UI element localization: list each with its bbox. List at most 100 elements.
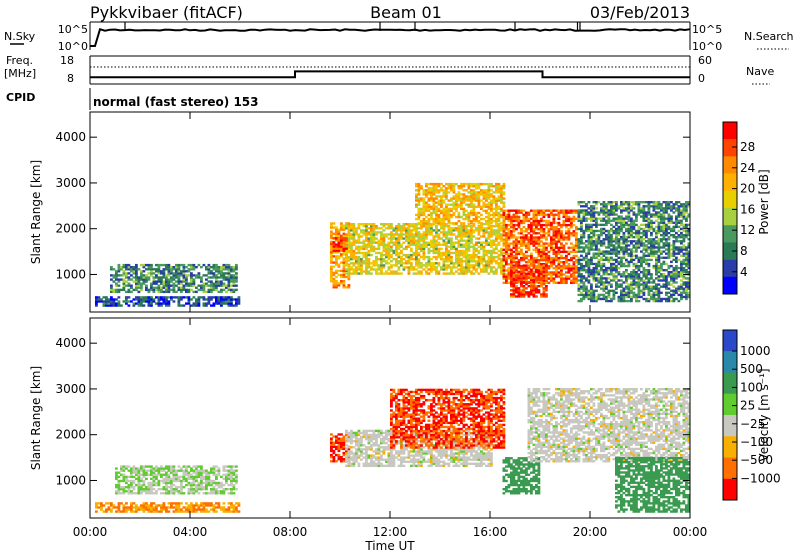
heatmap-cell	[392, 249, 396, 253]
heatmap-cell	[522, 244, 526, 247]
heatmap-cell	[432, 197, 436, 200]
heatmap-cell	[602, 262, 606, 266]
heatmap-cell	[332, 251, 336, 254]
heatmap-cell	[622, 256, 626, 259]
heatmap-cell	[362, 270, 366, 273]
heatmap-cell	[540, 282, 543, 286]
heatmap-cell	[335, 249, 338, 252]
heatmap-cell	[135, 284, 138, 287]
heatmap-cell	[612, 293, 616, 297]
heatmap-cell	[475, 270, 478, 273]
heatmap-cell	[557, 275, 561, 278]
heatmap-cell	[460, 185, 463, 188]
heatmap-cell	[565, 258, 568, 262]
heatmap-cell	[625, 281, 628, 284]
heatmap-cell	[567, 267, 571, 270]
heatmap-cell	[495, 231, 498, 234]
heatmap-cell	[450, 255, 453, 259]
heatmap-cell	[677, 221, 681, 224]
heatmap-cell	[670, 252, 673, 255]
heatmap-cell	[665, 211, 668, 214]
heatmap-cell	[487, 220, 491, 223]
heatmap-cell	[490, 199, 493, 202]
heatmap-cell	[482, 223, 486, 226]
heatmap-cell	[170, 296, 173, 299]
heatmap-cell	[657, 229, 661, 233]
heatmap-cell	[675, 264, 678, 268]
heatmap-cell	[502, 197, 506, 200]
heatmap-cell	[357, 266, 361, 269]
heatmap-cell	[232, 298, 236, 301]
heatmap-cell	[560, 244, 563, 247]
heatmap-cell	[102, 300, 106, 303]
heatmap-cell	[687, 277, 691, 280]
heatmap-cell	[425, 215, 428, 219]
heatmap-cell	[572, 248, 576, 251]
heatmap-cell	[370, 266, 373, 269]
heatmap-cell	[685, 234, 688, 237]
heatmap-cell	[370, 231, 373, 234]
heatmap-cell	[422, 217, 426, 221]
heatmap-cell	[470, 272, 473, 275]
heatmap-cell	[542, 213, 546, 216]
heatmap-cell	[360, 268, 363, 271]
heatmap-cell	[482, 231, 486, 234]
heatmap-cell	[625, 269, 628, 272]
heatmap-cell	[675, 248, 678, 251]
heatmap-cell	[632, 279, 636, 282]
heatmap-cell	[472, 247, 476, 251]
heatmap-cell	[460, 205, 463, 208]
heatmap-cell	[455, 197, 458, 200]
heatmap-cell	[220, 274, 223, 277]
heatmap-cell	[545, 275, 548, 278]
heatmap-cell	[637, 279, 641, 282]
heatmap-cell	[597, 269, 601, 272]
heatmap-cell	[442, 251, 446, 255]
heatmap-cell	[497, 233, 501, 236]
heatmap-cell	[95, 298, 98, 301]
heatmap-cell	[480, 268, 483, 271]
heatmap-cell	[380, 241, 383, 244]
heatmap-cell	[127, 304, 131, 307]
heatmap-cell	[622, 295, 626, 299]
heatmap-cell	[662, 211, 666, 214]
heatmap-cell	[537, 238, 541, 241]
heatmap-cell	[340, 247, 343, 250]
heatmap-cell	[397, 253, 401, 257]
heatmap-cell	[335, 230, 338, 233]
heatmap-cell	[660, 238, 663, 241]
heatmap-cell	[590, 207, 593, 210]
heatmap-cell	[430, 225, 433, 228]
heatmap-cell	[512, 230, 516, 233]
heatmap-cell	[440, 205, 443, 208]
heatmap-cell	[215, 268, 218, 271]
heatmap-cell	[667, 297, 671, 301]
heatmap-cell	[337, 239, 341, 242]
heatmap-cell	[502, 193, 506, 196]
heatmap-cell	[582, 293, 586, 297]
heatmap-cell	[637, 207, 641, 210]
heatmap-cell	[522, 252, 526, 256]
heatmap-cell	[680, 297, 683, 301]
heatmap-cell	[382, 233, 386, 236]
heatmap-cell	[350, 229, 353, 232]
heatmap-cell	[415, 235, 418, 238]
heatmap-cell	[617, 240, 621, 243]
heatmap-cell	[612, 258, 616, 262]
heatmap-cell	[607, 217, 611, 220]
heatmap-cell	[422, 225, 426, 228]
heatmap-cell	[485, 209, 488, 213]
heatmap-cell	[507, 263, 511, 266]
heatmap-cell	[470, 191, 473, 194]
heatmap-cell	[520, 209, 523, 212]
heatmap-cell	[442, 215, 446, 219]
heatmap-cell	[110, 302, 113, 305]
heatmap-cell	[600, 240, 603, 243]
heatmap-cell	[642, 291, 646, 294]
heatmap-cell	[205, 282, 208, 285]
heatmap-cell	[460, 203, 463, 206]
heatmap-cell	[565, 242, 568, 245]
heatmap-cell	[422, 243, 426, 246]
heatmap-cell	[622, 281, 626, 284]
heatmap-cell	[175, 272, 178, 275]
